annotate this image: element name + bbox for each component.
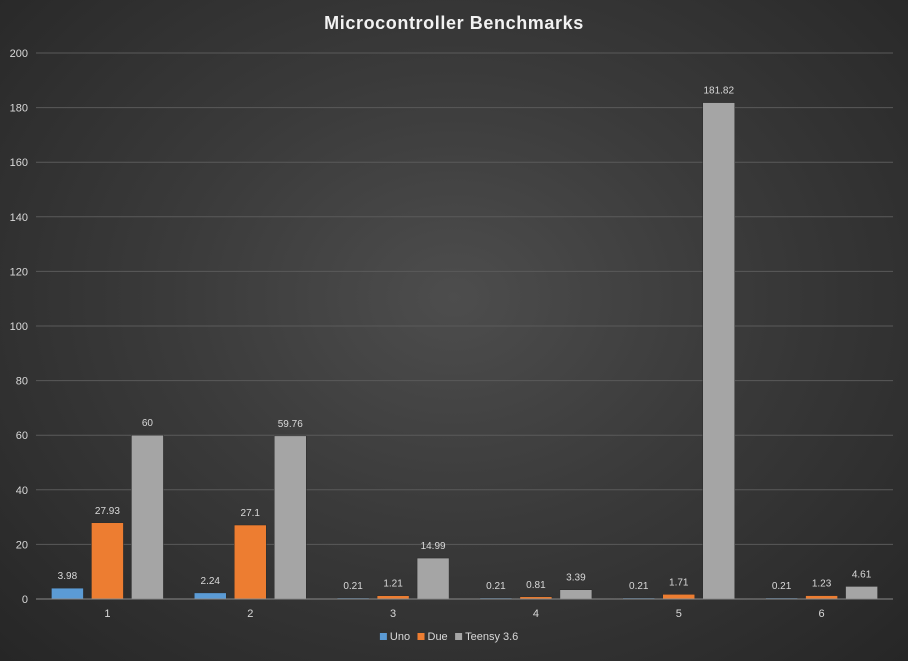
chart-title: Microcontroller Benchmarks: [324, 13, 584, 33]
y-tick-label: 0: [22, 594, 28, 606]
bar-teensy-3-6: [845, 586, 878, 600]
y-tick-label: 60: [16, 430, 28, 442]
gridlines: [36, 52, 893, 545]
data-label: 2.24: [201, 576, 221, 587]
data-label: 27.1: [241, 508, 261, 519]
bar-teensy-3-6: [131, 434, 164, 600]
data-label: 3.39: [566, 573, 586, 584]
legend-swatch: [417, 633, 425, 640]
bar-teensy-3-6: [702, 102, 735, 600]
data-label: 0.21: [343, 581, 363, 592]
y-tick-label: 120: [10, 266, 28, 278]
bar-due: [805, 595, 838, 600]
data-label: 1.71: [669, 577, 689, 588]
data-label: 1.21: [383, 579, 403, 590]
bar-teensy-3-6: [416, 557, 450, 600]
data-label: 181.82: [703, 86, 734, 97]
bar-uno: [194, 592, 227, 600]
bar-due: [662, 594, 695, 600]
bar-due: [91, 522, 124, 600]
y-tick-label: 100: [10, 321, 28, 333]
legend-swatch: [455, 633, 463, 640]
y-tick-label: 80: [16, 376, 28, 388]
data-label: 59.76: [278, 419, 303, 430]
x-axis-tick-labels: 1 2 3 4 5 6: [104, 608, 824, 620]
data-label: 1.23: [812, 579, 832, 590]
x-tick-label: 5: [676, 608, 682, 620]
x-tick-label: 2: [247, 608, 253, 620]
data-label: 0.21: [772, 581, 792, 592]
y-tick-label: 20: [16, 539, 28, 551]
legend: Uno Due Teensy 3.6: [379, 631, 518, 643]
legend-label: Uno: [390, 631, 410, 643]
y-tick-label: 160: [10, 157, 28, 169]
y-tick-label: 40: [16, 485, 28, 497]
data-label: 3.98: [58, 571, 78, 582]
legend-swatch: [379, 633, 387, 640]
legend-label: Due: [428, 631, 448, 643]
x-tick-label: 3: [390, 608, 396, 620]
bar-teensy-3-6: [274, 435, 307, 600]
data-label: 0.21: [629, 581, 649, 592]
data-label: 4.61: [852, 569, 872, 580]
data-labels: 3.98 27.93 60 2.24 27.1 59.76 0.21 1.21 14.99 0.2…: [58, 86, 872, 592]
x-tick-label: 4: [533, 608, 539, 620]
data-label: 0.81: [526, 580, 546, 591]
bar-uno: [51, 587, 84, 600]
legend-label: Teensy 3.6: [465, 631, 518, 643]
bars: [51, 102, 878, 600]
x-tick-label: 1: [104, 608, 110, 620]
y-tick-label: 200: [10, 48, 28, 60]
data-label: 27.93: [95, 506, 120, 517]
y-tick-label: 180: [10, 103, 28, 115]
x-tick-label: 6: [819, 608, 825, 620]
bar-due: [234, 524, 267, 600]
data-label: 0.21: [486, 581, 506, 592]
y-tick-label: 140: [10, 212, 28, 224]
data-label: 60: [142, 418, 154, 429]
data-label: 14.99: [421, 541, 446, 552]
bar-teensy-3-6: [559, 589, 593, 600]
y-axis-tick-labels: 0 20 40 60 80 100 120 140 160 180 200: [10, 48, 28, 606]
